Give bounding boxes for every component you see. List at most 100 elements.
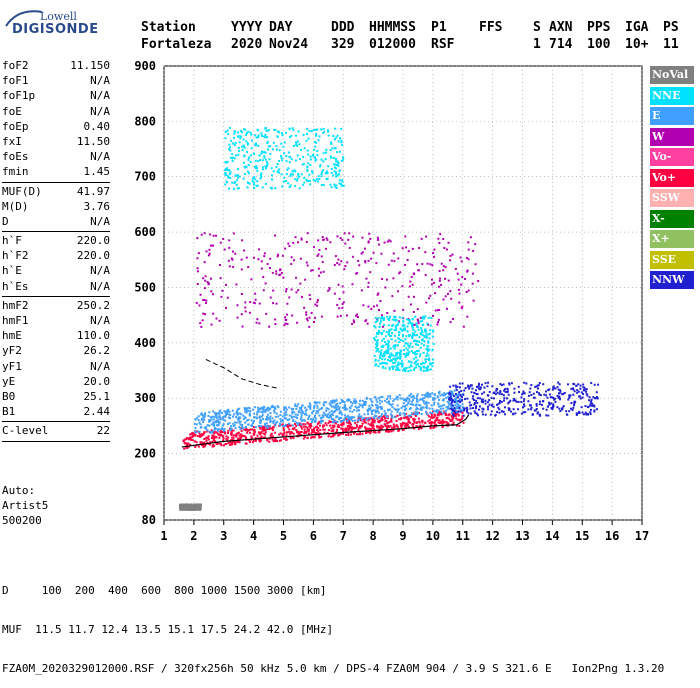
echo-point (498, 399, 501, 402)
echo-point (364, 261, 367, 264)
echo-point (312, 153, 315, 156)
echo-point (474, 411, 477, 414)
echo-point (217, 418, 220, 421)
echo-point (387, 343, 390, 346)
echo-point (333, 183, 336, 186)
echo-point (553, 398, 556, 401)
echo-point (417, 417, 420, 420)
echo-point (274, 422, 277, 425)
echo-point (442, 298, 445, 301)
echo-point (428, 407, 431, 410)
echo-point (318, 178, 321, 181)
echo-point (344, 242, 347, 245)
echo-point (224, 137, 227, 140)
echo-point (320, 416, 323, 419)
echo-point (410, 416, 413, 419)
echo-point (458, 386, 461, 389)
echo-point (437, 285, 440, 288)
echo-point (495, 403, 498, 406)
echo-point (433, 281, 436, 284)
echo-point (338, 411, 341, 414)
echo-point (469, 412, 472, 415)
echo-point (381, 332, 384, 335)
echo-point (332, 399, 335, 402)
echo-point (334, 422, 337, 425)
echo-point (285, 290, 288, 293)
echo-point (203, 426, 206, 429)
echo-point (408, 334, 411, 337)
echo-point (470, 391, 473, 394)
echo-point (579, 387, 582, 390)
echo-point (461, 411, 464, 414)
echo-point (334, 255, 337, 258)
echo-point (408, 397, 411, 400)
echo-point (469, 384, 472, 387)
echo-point (429, 395, 432, 398)
param-label: h`Es (2, 279, 29, 293)
echo-point (433, 421, 436, 424)
echo-point (321, 420, 324, 423)
echo-point (280, 420, 283, 423)
echo-point (393, 425, 396, 428)
echo-point (420, 363, 423, 366)
echo-point (230, 139, 233, 142)
echo-point (450, 402, 453, 405)
echo-point (420, 329, 423, 332)
echo-point (331, 424, 334, 427)
echo-point (287, 182, 290, 185)
echo-point (335, 136, 338, 139)
echo-point (408, 335, 411, 338)
echo-point (180, 507, 183, 510)
echo-point (251, 177, 254, 180)
echo-point (411, 399, 414, 402)
echo-point (406, 417, 409, 420)
echo-point (443, 247, 446, 250)
echo-point (404, 367, 407, 370)
echo-point (295, 429, 298, 432)
echo-point (393, 309, 396, 312)
echo-point (352, 427, 355, 430)
echo-point (378, 426, 381, 429)
echo-point (498, 408, 501, 411)
echo-point (385, 425, 388, 428)
echo-point (353, 419, 356, 422)
echo-point (258, 433, 261, 436)
echo-point (214, 436, 217, 439)
echo-point (404, 235, 407, 238)
echo-point (210, 244, 213, 247)
echo-point (371, 421, 374, 424)
echo-point (209, 430, 212, 433)
echo-point (218, 436, 221, 439)
echo-point (223, 248, 226, 251)
echo-point (502, 383, 505, 386)
echo-point (367, 240, 370, 243)
echo-point (247, 266, 250, 269)
echo-point (357, 433, 360, 436)
echo-point (530, 384, 533, 387)
echo-point (271, 435, 274, 438)
echo-point (513, 399, 516, 402)
echo-point (348, 410, 351, 413)
echo-point (196, 416, 199, 419)
echo-point (362, 417, 365, 420)
echo-point (437, 421, 440, 424)
echo-point (213, 428, 216, 431)
echo-point (236, 440, 239, 443)
echo-point (212, 434, 215, 437)
echo-point (436, 323, 439, 326)
echo-point (422, 323, 425, 326)
echo-point (384, 367, 387, 370)
echo-point (368, 427, 371, 430)
echo-point (439, 413, 442, 416)
echo-point (357, 406, 360, 409)
echo-point (197, 252, 200, 255)
echo-point (347, 238, 350, 241)
echo-point (405, 335, 408, 338)
echo-point (381, 415, 384, 418)
echo-point (380, 415, 383, 418)
echo-point (236, 316, 239, 319)
echo-point (403, 414, 406, 417)
echo-point (289, 432, 292, 435)
echo-point (386, 401, 389, 404)
echo-point (311, 410, 314, 413)
